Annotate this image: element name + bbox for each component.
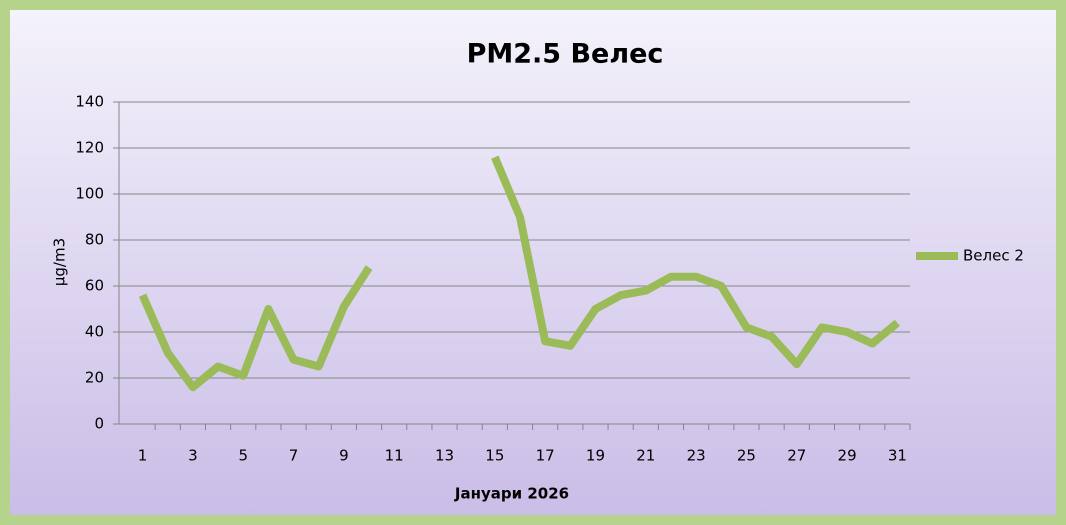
y-tick-label: 40 xyxy=(85,323,104,341)
x-tick-label: 21 xyxy=(636,447,655,465)
y-tick-label: 0 xyxy=(94,415,104,433)
x-tick-label: 7 xyxy=(289,447,299,465)
y-tick-label: 140 xyxy=(75,93,104,111)
x-tick-label: 15 xyxy=(485,447,504,465)
x-tick-label: 31 xyxy=(888,447,907,465)
y-tick-label: 20 xyxy=(85,369,104,387)
chart-title: PM2.5 Велес xyxy=(467,39,664,70)
data-line xyxy=(138,155,900,392)
y-tick-label: 80 xyxy=(85,231,104,249)
x-tick-label: 27 xyxy=(787,447,806,465)
legend-label: Велес 2 xyxy=(963,247,1024,265)
x-tick-label: 17 xyxy=(536,447,555,465)
x-tick-label: 11 xyxy=(385,447,404,465)
x-tick-label: 13 xyxy=(435,447,454,465)
x-tick-label: 5 xyxy=(238,447,248,465)
x-tick-label: 23 xyxy=(687,447,706,465)
x-tick-label: 25 xyxy=(737,447,756,465)
y-axis-title: µg/m3 xyxy=(51,238,69,286)
y-tick-label: 100 xyxy=(75,185,104,203)
x-tick-label: 19 xyxy=(586,447,605,465)
x-tick-label: 29 xyxy=(838,447,857,465)
x-tick-label: 1 xyxy=(138,447,148,465)
y-tick-label: 60 xyxy=(85,277,104,295)
x-axis-title: Јануари 2026 xyxy=(454,485,569,503)
x-tick-label: 9 xyxy=(339,447,349,465)
x-tick-label: 3 xyxy=(188,447,198,465)
y-tick-label: 120 xyxy=(75,139,104,157)
